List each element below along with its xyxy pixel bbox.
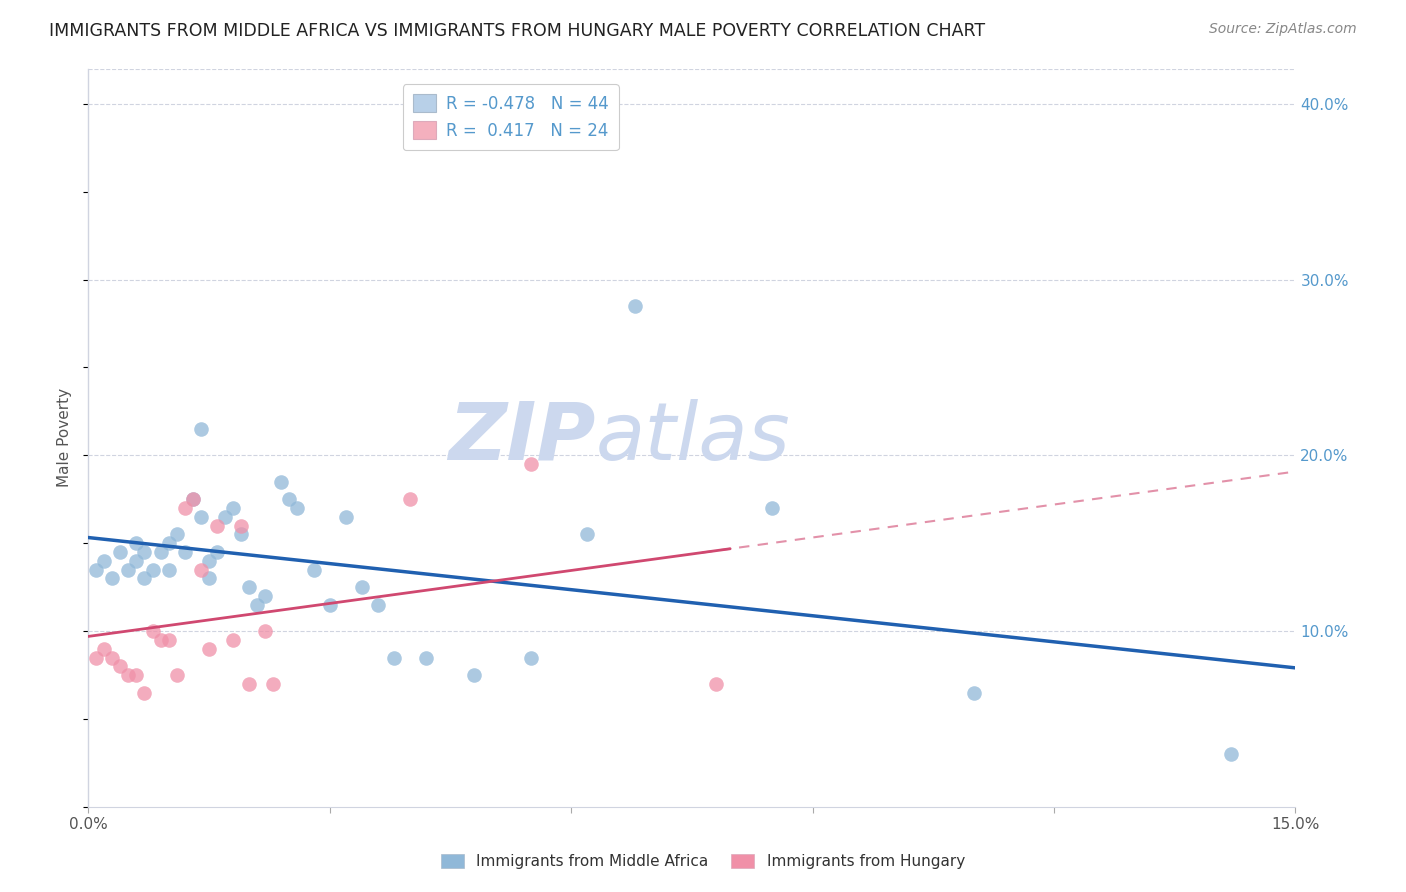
Legend: R = -0.478   N = 44, R =  0.417   N = 24: R = -0.478 N = 44, R = 0.417 N = 24 — [402, 84, 619, 150]
Point — [962, 686, 984, 700]
Point — [262, 677, 284, 691]
Point — [190, 563, 212, 577]
Point — [157, 536, 180, 550]
Point — [110, 545, 132, 559]
Point — [238, 580, 260, 594]
Point — [125, 536, 148, 550]
Point — [254, 589, 277, 603]
Point — [134, 571, 156, 585]
Point — [166, 668, 188, 682]
Point — [117, 668, 139, 682]
Point — [624, 299, 647, 313]
Point — [520, 457, 543, 471]
Point — [157, 563, 180, 577]
Point — [1220, 747, 1243, 762]
Point — [173, 501, 195, 516]
Point — [125, 668, 148, 682]
Point — [134, 545, 156, 559]
Point — [101, 650, 124, 665]
Point — [463, 668, 485, 682]
Point — [198, 554, 221, 568]
Point — [222, 501, 245, 516]
Point — [117, 563, 139, 577]
Text: ZIP: ZIP — [449, 399, 595, 476]
Point — [318, 598, 340, 612]
Point — [198, 641, 221, 656]
Point — [222, 632, 245, 647]
Point — [101, 571, 124, 585]
Point — [110, 659, 132, 673]
Point — [84, 563, 107, 577]
Point — [287, 501, 309, 516]
Legend: Immigrants from Middle Africa, Immigrants from Hungary: Immigrants from Middle Africa, Immigrant… — [434, 848, 972, 875]
Point — [367, 598, 389, 612]
Y-axis label: Male Poverty: Male Poverty — [58, 388, 72, 487]
Point — [335, 509, 357, 524]
Point — [270, 475, 292, 489]
Point — [382, 650, 405, 665]
Point — [149, 545, 172, 559]
Point — [350, 580, 373, 594]
Point — [84, 650, 107, 665]
Point — [141, 563, 163, 577]
Point — [190, 422, 212, 436]
Point — [134, 686, 156, 700]
Point — [415, 650, 437, 665]
Text: IMMIGRANTS FROM MIDDLE AFRICA VS IMMIGRANTS FROM HUNGARY MALE POVERTY CORRELATIO: IMMIGRANTS FROM MIDDLE AFRICA VS IMMIGRA… — [49, 22, 986, 40]
Point — [181, 492, 204, 507]
Point — [229, 527, 252, 541]
Point — [181, 492, 204, 507]
Point — [576, 527, 599, 541]
Point — [229, 518, 252, 533]
Point — [125, 554, 148, 568]
Point — [278, 492, 301, 507]
Point — [166, 527, 188, 541]
Point — [93, 641, 115, 656]
Point — [157, 632, 180, 647]
Point — [399, 492, 422, 507]
Point — [302, 563, 325, 577]
Point — [520, 650, 543, 665]
Point — [761, 501, 783, 516]
Point — [141, 624, 163, 639]
Point — [254, 624, 277, 639]
Point — [205, 545, 228, 559]
Text: atlas: atlas — [595, 399, 790, 476]
Point — [93, 554, 115, 568]
Point — [704, 677, 727, 691]
Point — [198, 571, 221, 585]
Point — [173, 545, 195, 559]
Point — [246, 598, 269, 612]
Point — [214, 509, 236, 524]
Point — [205, 518, 228, 533]
Point — [190, 509, 212, 524]
Point — [149, 632, 172, 647]
Text: Source: ZipAtlas.com: Source: ZipAtlas.com — [1209, 22, 1357, 37]
Point — [238, 677, 260, 691]
